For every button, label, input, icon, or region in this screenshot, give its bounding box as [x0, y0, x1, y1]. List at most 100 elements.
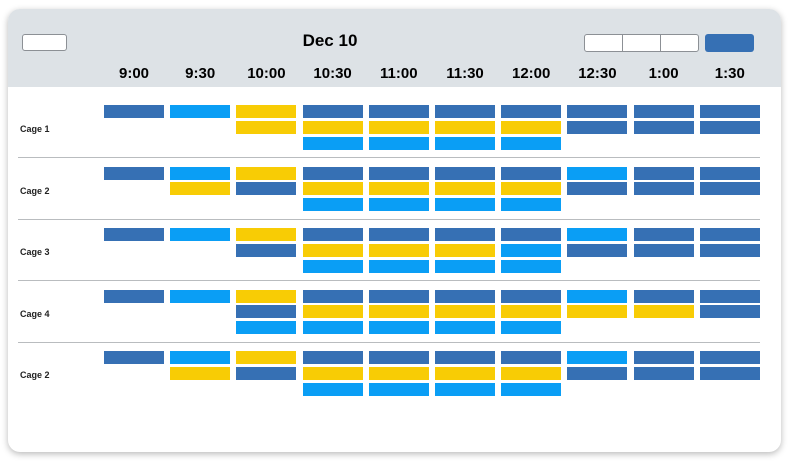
booking-block[interactable] — [368, 382, 429, 396]
booking-block[interactable] — [633, 243, 694, 257]
booking-block[interactable] — [170, 166, 231, 180]
booking-block[interactable] — [236, 166, 297, 180]
booking-block[interactable] — [633, 305, 694, 319]
booking-block[interactable] — [435, 243, 495, 257]
booking-block[interactable] — [567, 351, 628, 364]
booking-block[interactable] — [435, 351, 495, 364]
booking-block[interactable] — [699, 105, 760, 118]
booking-block[interactable] — [435, 198, 495, 212]
booking-block[interactable] — [368, 136, 429, 150]
booking-block[interactable] — [435, 136, 495, 150]
booking-block[interactable] — [236, 305, 297, 319]
booking-block[interactable] — [236, 243, 297, 257]
booking-block[interactable] — [236, 289, 297, 303]
booking-block[interactable] — [302, 305, 363, 319]
booking-block[interactable] — [302, 321, 363, 335]
booking-block[interactable] — [435, 382, 495, 396]
booking-block[interactable] — [501, 105, 562, 118]
booking-block[interactable] — [435, 366, 495, 380]
booking-block[interactable] — [501, 243, 562, 257]
booking-block[interactable] — [368, 259, 429, 273]
booking-block[interactable] — [633, 166, 694, 180]
booking-block[interactable] — [302, 243, 363, 257]
booking-block[interactable] — [104, 166, 164, 180]
booking-block[interactable] — [236, 120, 297, 134]
booking-block[interactable] — [633, 182, 694, 196]
booking-block[interactable] — [699, 228, 760, 241]
view-button-2[interactable] — [623, 35, 661, 51]
booking-block[interactable] — [501, 382, 562, 396]
booking-block[interactable] — [501, 228, 562, 241]
booking-block[interactable] — [633, 228, 694, 241]
booking-block[interactable] — [501, 321, 562, 335]
booking-block[interactable] — [368, 166, 429, 180]
booking-block[interactable] — [302, 198, 363, 212]
booking-block[interactable] — [699, 366, 760, 380]
booking-block[interactable] — [170, 228, 231, 241]
booking-block[interactable] — [435, 289, 495, 303]
booking-block[interactable] — [104, 289, 164, 303]
booking-block[interactable] — [501, 136, 562, 150]
booking-block[interactable] — [567, 228, 628, 241]
booking-block[interactable] — [567, 366, 628, 380]
booking-block[interactable] — [302, 182, 363, 196]
view-button-1[interactable] — [585, 35, 623, 51]
booking-block[interactable] — [435, 120, 495, 134]
booking-block[interactable] — [368, 182, 429, 196]
booking-block[interactable] — [633, 289, 694, 303]
booking-block[interactable] — [567, 120, 628, 134]
booking-block[interactable] — [104, 105, 164, 118]
booking-block[interactable] — [501, 366, 562, 380]
booking-block[interactable] — [170, 289, 231, 303]
booking-block[interactable] — [501, 198, 562, 212]
booking-block[interactable] — [302, 228, 363, 241]
booking-block[interactable] — [368, 289, 429, 303]
booking-block[interactable] — [699, 120, 760, 134]
booking-block[interactable] — [302, 351, 363, 364]
booking-block[interactable] — [633, 366, 694, 380]
booking-block[interactable] — [699, 243, 760, 257]
booking-block[interactable] — [435, 305, 495, 319]
view-button-3[interactable] — [661, 35, 698, 51]
booking-block[interactable] — [435, 166, 495, 180]
booking-block[interactable] — [368, 228, 429, 241]
booking-block[interactable] — [236, 366, 297, 380]
booking-block[interactable] — [435, 182, 495, 196]
booking-block[interactable] — [170, 366, 231, 380]
booking-block[interactable] — [302, 289, 363, 303]
booking-block[interactable] — [104, 351, 164, 364]
booking-block[interactable] — [302, 382, 363, 396]
booking-block[interactable] — [170, 105, 231, 118]
booking-block[interactable] — [104, 228, 164, 241]
booking-block[interactable] — [567, 289, 628, 303]
booking-block[interactable] — [368, 351, 429, 364]
booking-block[interactable] — [699, 182, 760, 196]
booking-block[interactable] — [302, 166, 363, 180]
booking-block[interactable] — [302, 366, 363, 380]
booking-block[interactable] — [501, 166, 562, 180]
booking-block[interactable] — [501, 182, 562, 196]
booking-block[interactable] — [501, 289, 562, 303]
booking-block[interactable] — [501, 120, 562, 134]
booking-block[interactable] — [699, 305, 760, 319]
booking-block[interactable] — [699, 351, 760, 364]
booking-block[interactable] — [236, 228, 297, 241]
booking-block[interactable] — [302, 105, 363, 118]
booking-block[interactable] — [170, 182, 231, 196]
prev-day-button[interactable] — [22, 34, 67, 51]
booking-block[interactable] — [633, 351, 694, 364]
booking-block[interactable] — [368, 366, 429, 380]
booking-block[interactable] — [368, 105, 429, 118]
booking-block[interactable] — [567, 105, 628, 118]
booking-block[interactable] — [236, 182, 297, 196]
booking-block[interactable] — [633, 105, 694, 118]
booking-block[interactable] — [633, 120, 694, 134]
booking-block[interactable] — [302, 136, 363, 150]
booking-block[interactable] — [236, 351, 297, 364]
booking-block[interactable] — [435, 321, 495, 335]
booking-block[interactable] — [302, 120, 363, 134]
booking-block[interactable] — [567, 166, 628, 180]
booking-block[interactable] — [567, 305, 628, 319]
booking-block[interactable] — [236, 105, 297, 118]
booking-block[interactable] — [567, 182, 628, 196]
